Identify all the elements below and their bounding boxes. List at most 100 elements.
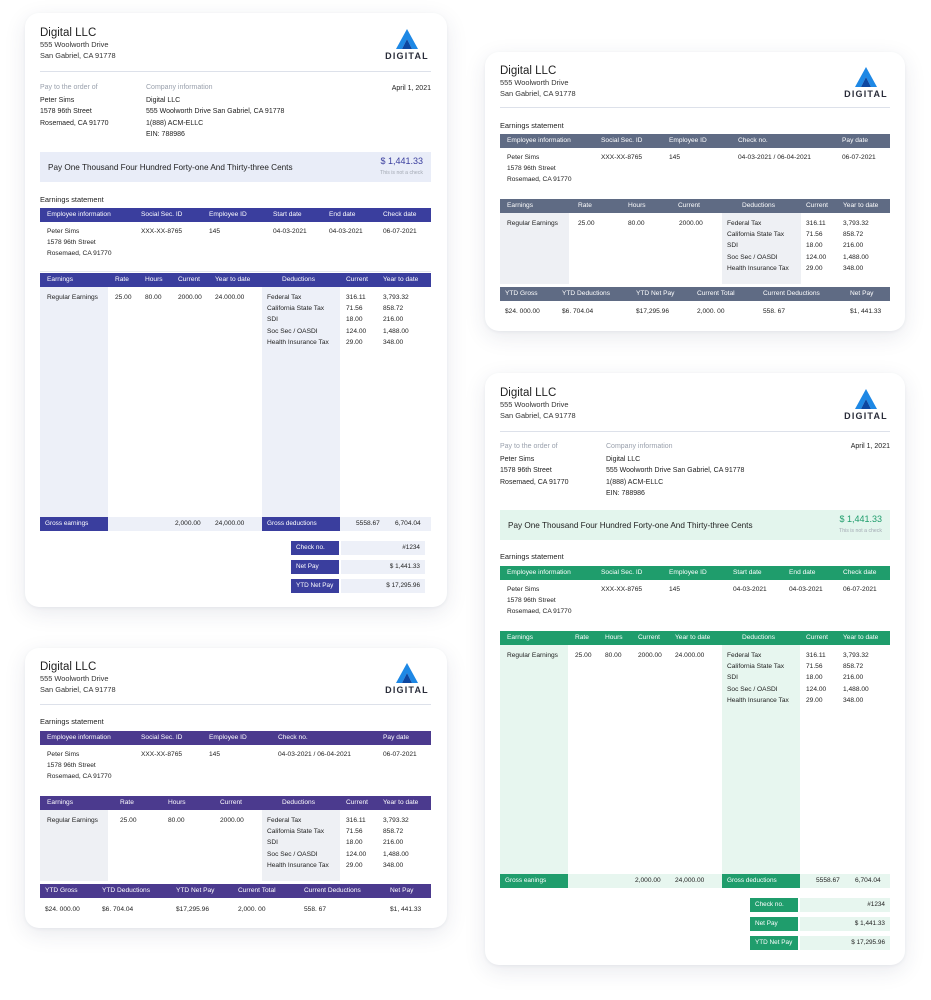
col-ssn: Social Sec. ID (141, 211, 183, 218)
col-earnings: Earnings (47, 276, 74, 283)
col-employee-info: Employee information (47, 211, 111, 218)
company-name: Digital LLC (40, 661, 97, 673)
employee-header-row: Employee information Social Sec. ID Empl… (500, 566, 890, 580)
earning-current: 2000.00 (679, 220, 703, 227)
employee-name: Peter Sims (507, 154, 540, 161)
col-ytd-deductions: YTD Deductions (102, 887, 151, 894)
gross-deductions-label: Gross deductions (262, 517, 340, 531)
current-deductions-value: 558. 67 (304, 906, 326, 913)
gross-deductions-label: Gross deductions (722, 874, 800, 888)
deduction-current: 316.11 (346, 294, 366, 301)
check-date: 06-07-2021 (383, 228, 417, 235)
col-check-date: Check date (843, 569, 877, 576)
digital-logo: DIGITAL (383, 28, 431, 62)
col-rate: Rate (120, 799, 134, 806)
col-current: Current (638, 634, 660, 641)
col-ytd: Year to date (675, 634, 711, 641)
net-pay-label: Net Pay (750, 917, 798, 931)
col-hours: Hours (145, 276, 163, 283)
paystub-card-navy-full: Digital LLC 555 Woolworth Drive San Gabr… (25, 13, 447, 607)
net-pay-value: $ 1,441.33 (341, 560, 425, 574)
col-hours: Hours (628, 202, 646, 209)
deduction-current: 71.56 (346, 828, 363, 836)
logo-text: DIGITAL (385, 51, 429, 61)
earnings-statement-title: Earnings statement (500, 552, 564, 561)
gross-earnings-label: Gross eanings (500, 874, 568, 888)
deduction-name: SDI (267, 316, 278, 324)
deduction-ytd: 3,793.32 (383, 294, 409, 301)
col-pay-date: Pay date (383, 734, 410, 741)
paystub-card-green-full: Digital LLC 555 Woolworth Drive San Gabr… (485, 373, 905, 965)
net-pay-value: $1, 441.33 (850, 308, 882, 315)
company-street: 555 Woolworth Drive (40, 40, 109, 49)
current-total-value: 2,000. 00 (697, 308, 725, 315)
col-ytd-gross: YTD Gross (505, 290, 538, 297)
deduction-name: Health Insurance Tax (727, 264, 789, 272)
company-street: 555 Woolworth Drive (40, 674, 109, 683)
col-current-deductions: Current Deductions (304, 887, 361, 894)
col-ded-current: Current (346, 799, 368, 806)
net-pay-value: $1, 441.33 (390, 906, 422, 913)
col-ded-current: Current (806, 202, 828, 209)
current-total-value: 2,000. 00 (238, 906, 266, 913)
col-ytd-gross: YTD Gross (45, 887, 78, 894)
employee-street: 1578 96th Street (47, 239, 96, 247)
payee-name: Peter Sims (40, 97, 75, 104)
employee-street: 1578 96th Street (507, 597, 556, 605)
deduction-current: 124.00 (806, 253, 827, 261)
company-info-address: 555 Woolworth Drive San Gabriel, CA 9177… (146, 108, 285, 116)
deduction-current: 316.11 (806, 652, 826, 659)
company-street: 555 Woolworth Drive (500, 400, 569, 409)
company-info-phone: 1(888) ACM-ELLC (146, 119, 204, 127)
deduction-name: Soc Sec / OASDI (267, 327, 318, 335)
deduction-current: 124.00 (346, 327, 367, 335)
deduction-name: SDI (727, 674, 738, 682)
col-deductions: Deductions (282, 799, 315, 806)
deduction-ytd: 1,488.00 (843, 685, 869, 693)
earnings-header-row: Earnings Rate Hours Current Deductions C… (40, 796, 431, 810)
deduction-ytd: 1,488.00 (843, 253, 869, 261)
deduction-current: 124.00 (806, 685, 827, 693)
payee-name: Peter Sims (500, 456, 535, 463)
earnings-header-row: Earnings Rate Hours Current Deductions C… (500, 199, 890, 213)
deduction-current: 29.00 (806, 696, 823, 704)
col-ssn: Social Sec. ID (601, 137, 643, 144)
col-employee-id: Employee ID (209, 734, 247, 741)
check-no-value: #1234 (800, 898, 890, 912)
company-name: Digital LLC (500, 65, 557, 77)
pay-period: 04-03-2021 / 06-04-2021 (738, 154, 811, 161)
payee-label: Pay to the order of (500, 443, 558, 450)
ytd-net-pay-label: YTD Net Pay (750, 936, 798, 950)
earning-current: 2000.00 (220, 817, 244, 824)
col-rate: Rate (575, 634, 589, 641)
company-city: San Gabriel, CA 91778 (500, 411, 576, 420)
earning-current: 2000.00 (178, 294, 202, 301)
earning-hours: 80.00 (168, 817, 185, 824)
employee-header-row: Employee information Social Sec. ID Empl… (40, 208, 431, 222)
deduction-ytd: 216.00 (383, 316, 404, 324)
check-date: 06-07-2021 (843, 586, 877, 593)
earning-name: Regular Earnings (47, 817, 98, 824)
col-ytd-deductions: YTD Deductions (562, 290, 611, 297)
deduction-name: Federal Tax (727, 220, 762, 227)
pay-amount-band: Pay One Thousand Four Hundred Forty-one … (40, 152, 431, 182)
logo-text: DIGITAL (385, 685, 429, 695)
payee-street: 1578 96th Street (500, 467, 552, 475)
ytd-net-pay-value: $17,295.96 (176, 906, 210, 913)
company-city: San Gabriel, CA 91778 (40, 685, 116, 694)
employee-header-row: Employee information Social Sec. ID Empl… (40, 731, 431, 745)
deduction-ytd: 216.00 (843, 674, 864, 682)
deduction-name: California State Tax (267, 305, 325, 313)
col-ded-current: Current (346, 276, 368, 283)
col-ded-ytd: Year to date (843, 634, 879, 641)
deduction-ytd: 3,793.32 (843, 220, 869, 227)
pay-date-value: 06-07-2021 (842, 154, 876, 161)
col-ded-current: Current (806, 634, 828, 641)
employee-ssn: XXX-XX-8765 (141, 228, 183, 235)
payee-label: Pay to the order of (40, 84, 98, 91)
earning-ytd: 24.000.00 (215, 294, 245, 301)
payee-street: 1578 96th Street (40, 108, 92, 116)
deduction-current: 18.00 (806, 674, 823, 682)
gross-deductions-ytd: 6,704.04 (395, 520, 421, 527)
check-no-value: #1234 (341, 541, 425, 555)
